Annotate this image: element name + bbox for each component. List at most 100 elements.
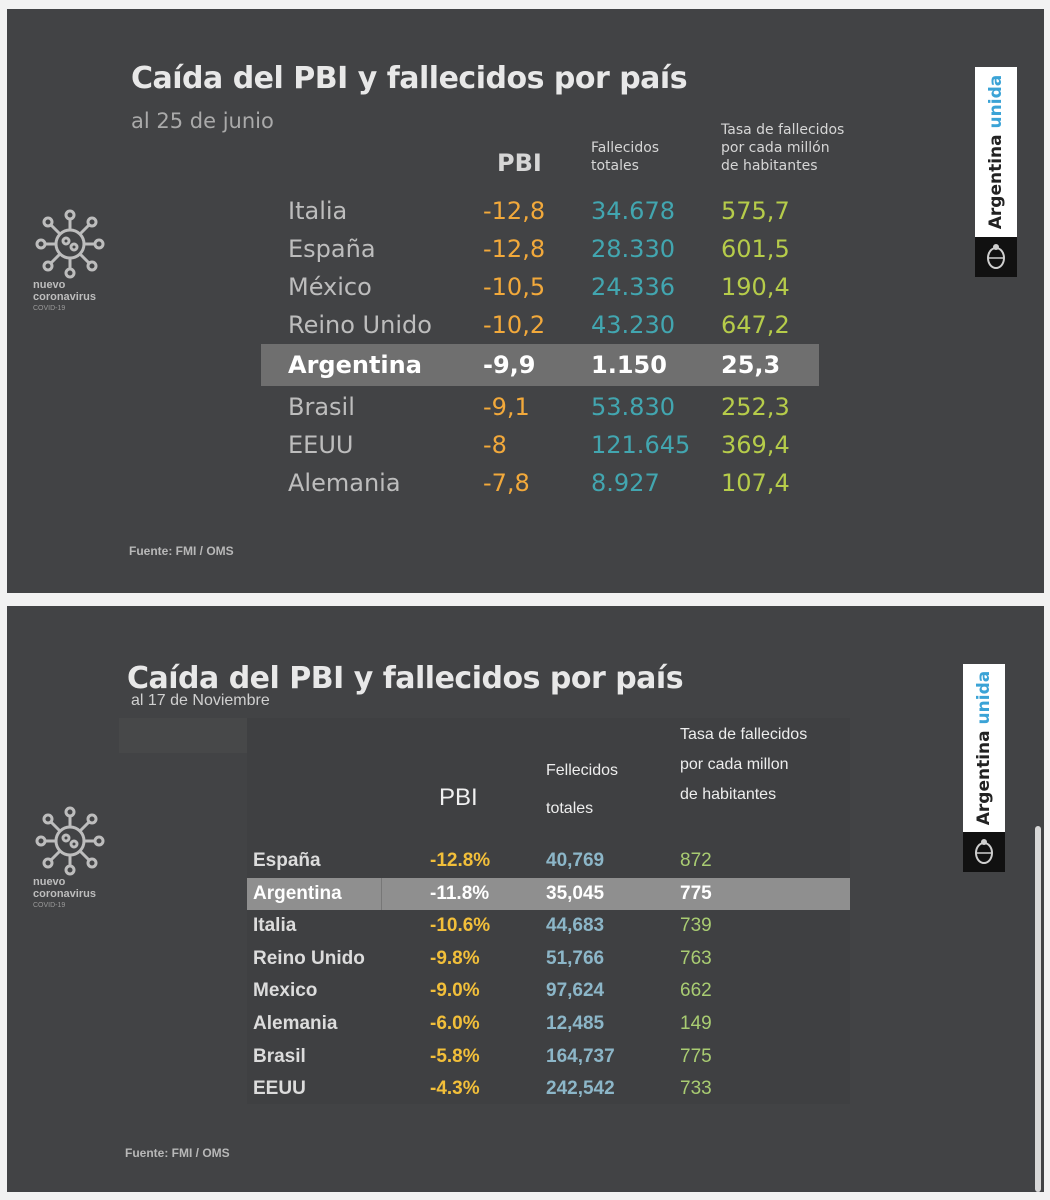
cell-tasa: 775 [680, 1045, 712, 1067]
table-row: EEUU -4.3% 242,542 733 [247, 1073, 850, 1105]
cell-pbi: -7,8 [483, 469, 530, 497]
cell-tasa: 872 [680, 850, 712, 871]
slide-title: Caída del PBI y fallecidos por país [131, 61, 688, 96]
cell-country: EEUU [253, 1078, 306, 1100]
badge-text: Argentina [986, 134, 1006, 230]
cell-tasa: 575,7 [721, 197, 790, 225]
cell-fallecidos: 164,737 [546, 1045, 615, 1067]
source-note: Fuente: FMI / OMS [125, 1146, 230, 1160]
cell-tasa: 25,3 [721, 351, 781, 379]
slide-subtitle: al 25 de junio [131, 109, 274, 133]
cell-tasa: 601,5 [721, 235, 790, 263]
virus-label-1: nuevo [33, 876, 66, 888]
cell-tasa: 775 [680, 882, 712, 904]
cell-fallecidos: 51,766 [546, 947, 605, 969]
table-background [247, 718, 850, 1104]
cell-fallecidos: 97,624 [546, 980, 605, 1002]
cell-tasa: 369,4 [721, 431, 790, 459]
virus-icon [35, 209, 105, 279]
cell-fallecidos: 40,769 [546, 850, 605, 871]
cell-pbi: -6.0% [430, 1013, 480, 1034]
badge-accent-text: unida [974, 670, 994, 725]
cell-fallecidos: 28.330 [591, 235, 675, 263]
cell-fallecidos: 44,683 [546, 915, 605, 937]
column-header-tasa: Tasa de fallecidos por cada millón de ha… [721, 122, 845, 174]
cell-country: Alemania [253, 1013, 338, 1034]
cell-tasa: 190,4 [721, 273, 790, 301]
cell-fallecidos: 35,045 [546, 882, 605, 904]
cell-tasa: 733 [680, 1078, 712, 1100]
virus-label-3: COVID-19 [33, 305, 66, 312]
virus-label-1: nuevo [33, 279, 66, 291]
table-row-highlighted: Argentina -11.8% 35,045 775 [247, 877, 850, 910]
coronavirus-logo: nuevo coronavirus COVID-19 [33, 209, 143, 315]
cell-country: México [288, 273, 372, 301]
argentina-unida-badge: Argentina unida [975, 67, 1017, 277]
table-row: España -12.8% 40,769 872 [247, 845, 850, 877]
argentina-shield-icon [975, 839, 993, 864]
cell-country: Reino Unido [288, 311, 432, 339]
table-row: Reino Unido -10,2 43.230 647,2 [261, 306, 819, 344]
virus-icon [35, 806, 105, 876]
virus-label-2: coronavirus [33, 291, 96, 303]
cell-fallecidos: 24.336 [591, 273, 675, 301]
cell-tasa: 647,2 [721, 311, 790, 339]
table-row: Alemania -7,8 8.927 107,4 [261, 464, 819, 502]
badge-accent-text: unida [986, 74, 1006, 129]
cell-pbi: -10,5 [483, 273, 546, 301]
cell-fallecidos: 53.830 [591, 393, 675, 421]
cell-pbi: -9.8% [430, 947, 480, 969]
argentina-shield-icon [987, 244, 1005, 269]
cell-country: España [253, 850, 321, 871]
table-row: Brasil -9,1 53.830 252,3 [261, 388, 819, 426]
cell-country: Brasil [253, 1045, 306, 1067]
slide-title: Caída del PBI y fallecidos por país [127, 661, 684, 696]
cell-pbi: -12.8% [430, 850, 491, 871]
coronavirus-logo: nuevo coronavirus COVID-19 [33, 806, 143, 912]
cell-pbi: -10,2 [483, 311, 546, 339]
table-row: Italia -10.6% 44,683 739 [247, 910, 850, 942]
cell-country: Italia [253, 915, 297, 937]
virus-label-3: COVID-19 [33, 902, 66, 909]
table-row: España -12,8 28.330 601,5 [261, 230, 819, 268]
cell-pbi: -9,9 [483, 351, 536, 379]
cell-pbi: -11.8% [430, 882, 490, 904]
cell-tasa: 763 [680, 947, 712, 969]
cell-country: Brasil [288, 393, 355, 421]
badge-text: Argentina [974, 730, 994, 826]
cell-country: Reino Unido [253, 947, 365, 969]
scrollbar[interactable] [1035, 826, 1041, 1192]
table-row: México -10,5 24.336 190,4 [261, 268, 819, 306]
column-header-tasa: Tasa de fallecidos por cada millon de ha… [680, 726, 808, 803]
cell-tasa: 107,4 [721, 469, 790, 497]
slide-june: Caída del PBI y fallecidos por país al 2… [7, 9, 1044, 593]
column-header-fallecidos: Fallecidos totales [591, 140, 660, 174]
cell-pbi: -12,8 [483, 197, 546, 225]
cell-fallecidos: 1.150 [591, 351, 667, 379]
cell-tasa: 149 [680, 1013, 712, 1034]
cell-tasa: 252,3 [721, 393, 790, 421]
cell-pbi: -4.3% [430, 1078, 480, 1100]
argentina-unida-badge: Argentina unida [963, 664, 1005, 872]
column-header-pbi: PBI [497, 149, 542, 177]
row-divider [381, 877, 382, 910]
cell-pbi: -9,1 [483, 393, 530, 421]
cell-fallecidos: 8.927 [591, 469, 660, 497]
cell-country: Argentina [288, 351, 422, 379]
column-header-pbi: PBI [439, 784, 478, 811]
cell-fallecidos: 34.678 [591, 197, 675, 225]
cell-pbi: -8 [483, 431, 507, 459]
table-row: Alemania -6.0% 12,485 149 [247, 1008, 850, 1040]
table-row-highlighted: Argentina -9,9 1.150 25,3 [261, 344, 819, 386]
cell-pbi: -12,8 [483, 235, 546, 263]
cell-fallecidos: 12,485 [546, 1013, 605, 1034]
table-row: Italia -12,8 34.678 575,7 [261, 192, 819, 230]
cell-country: Italia [288, 197, 348, 225]
table-row: Mexico -9.0% 97,624 662 [247, 975, 850, 1007]
table-row: EEUU -8 121.645 369,4 [261, 426, 819, 464]
cell-fallecidos: 43.230 [591, 311, 675, 339]
cell-country: España [288, 235, 376, 263]
cell-fallecidos: 242,542 [546, 1078, 615, 1100]
table-row: Brasil -5.8% 164,737 775 [247, 1041, 850, 1073]
source-note: Fuente: FMI / OMS [129, 544, 234, 558]
